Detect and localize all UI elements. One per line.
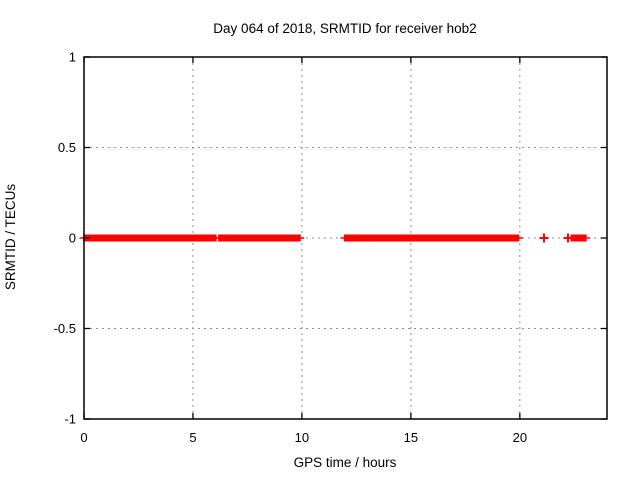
y-tick-label: 0 <box>69 231 76 246</box>
x-tick-label: 20 <box>513 430 527 445</box>
y-tick-label: -0.5 <box>54 321 76 336</box>
x-tick-label: 15 <box>404 430 418 445</box>
x-tick-label: 5 <box>189 430 196 445</box>
y-tick-label: -1 <box>64 412 76 427</box>
x-tick-label: 0 <box>80 430 87 445</box>
x-tick-label: 10 <box>295 430 309 445</box>
data-point <box>563 233 573 243</box>
data-segment <box>570 234 587 242</box>
data-segment <box>218 234 301 242</box>
data-point <box>539 233 549 243</box>
data-segment <box>343 234 520 242</box>
y-tick-label: 1 <box>69 50 76 65</box>
data-segment <box>83 234 217 242</box>
y-tick-label: 0.5 <box>58 140 76 155</box>
chart-title: Day 064 of 2018, SRMTID for receiver hob… <box>213 21 476 36</box>
x-axis-label: GPS time / hours <box>294 455 397 470</box>
y-axis-label: SRMTID / TECUs <box>3 184 18 291</box>
